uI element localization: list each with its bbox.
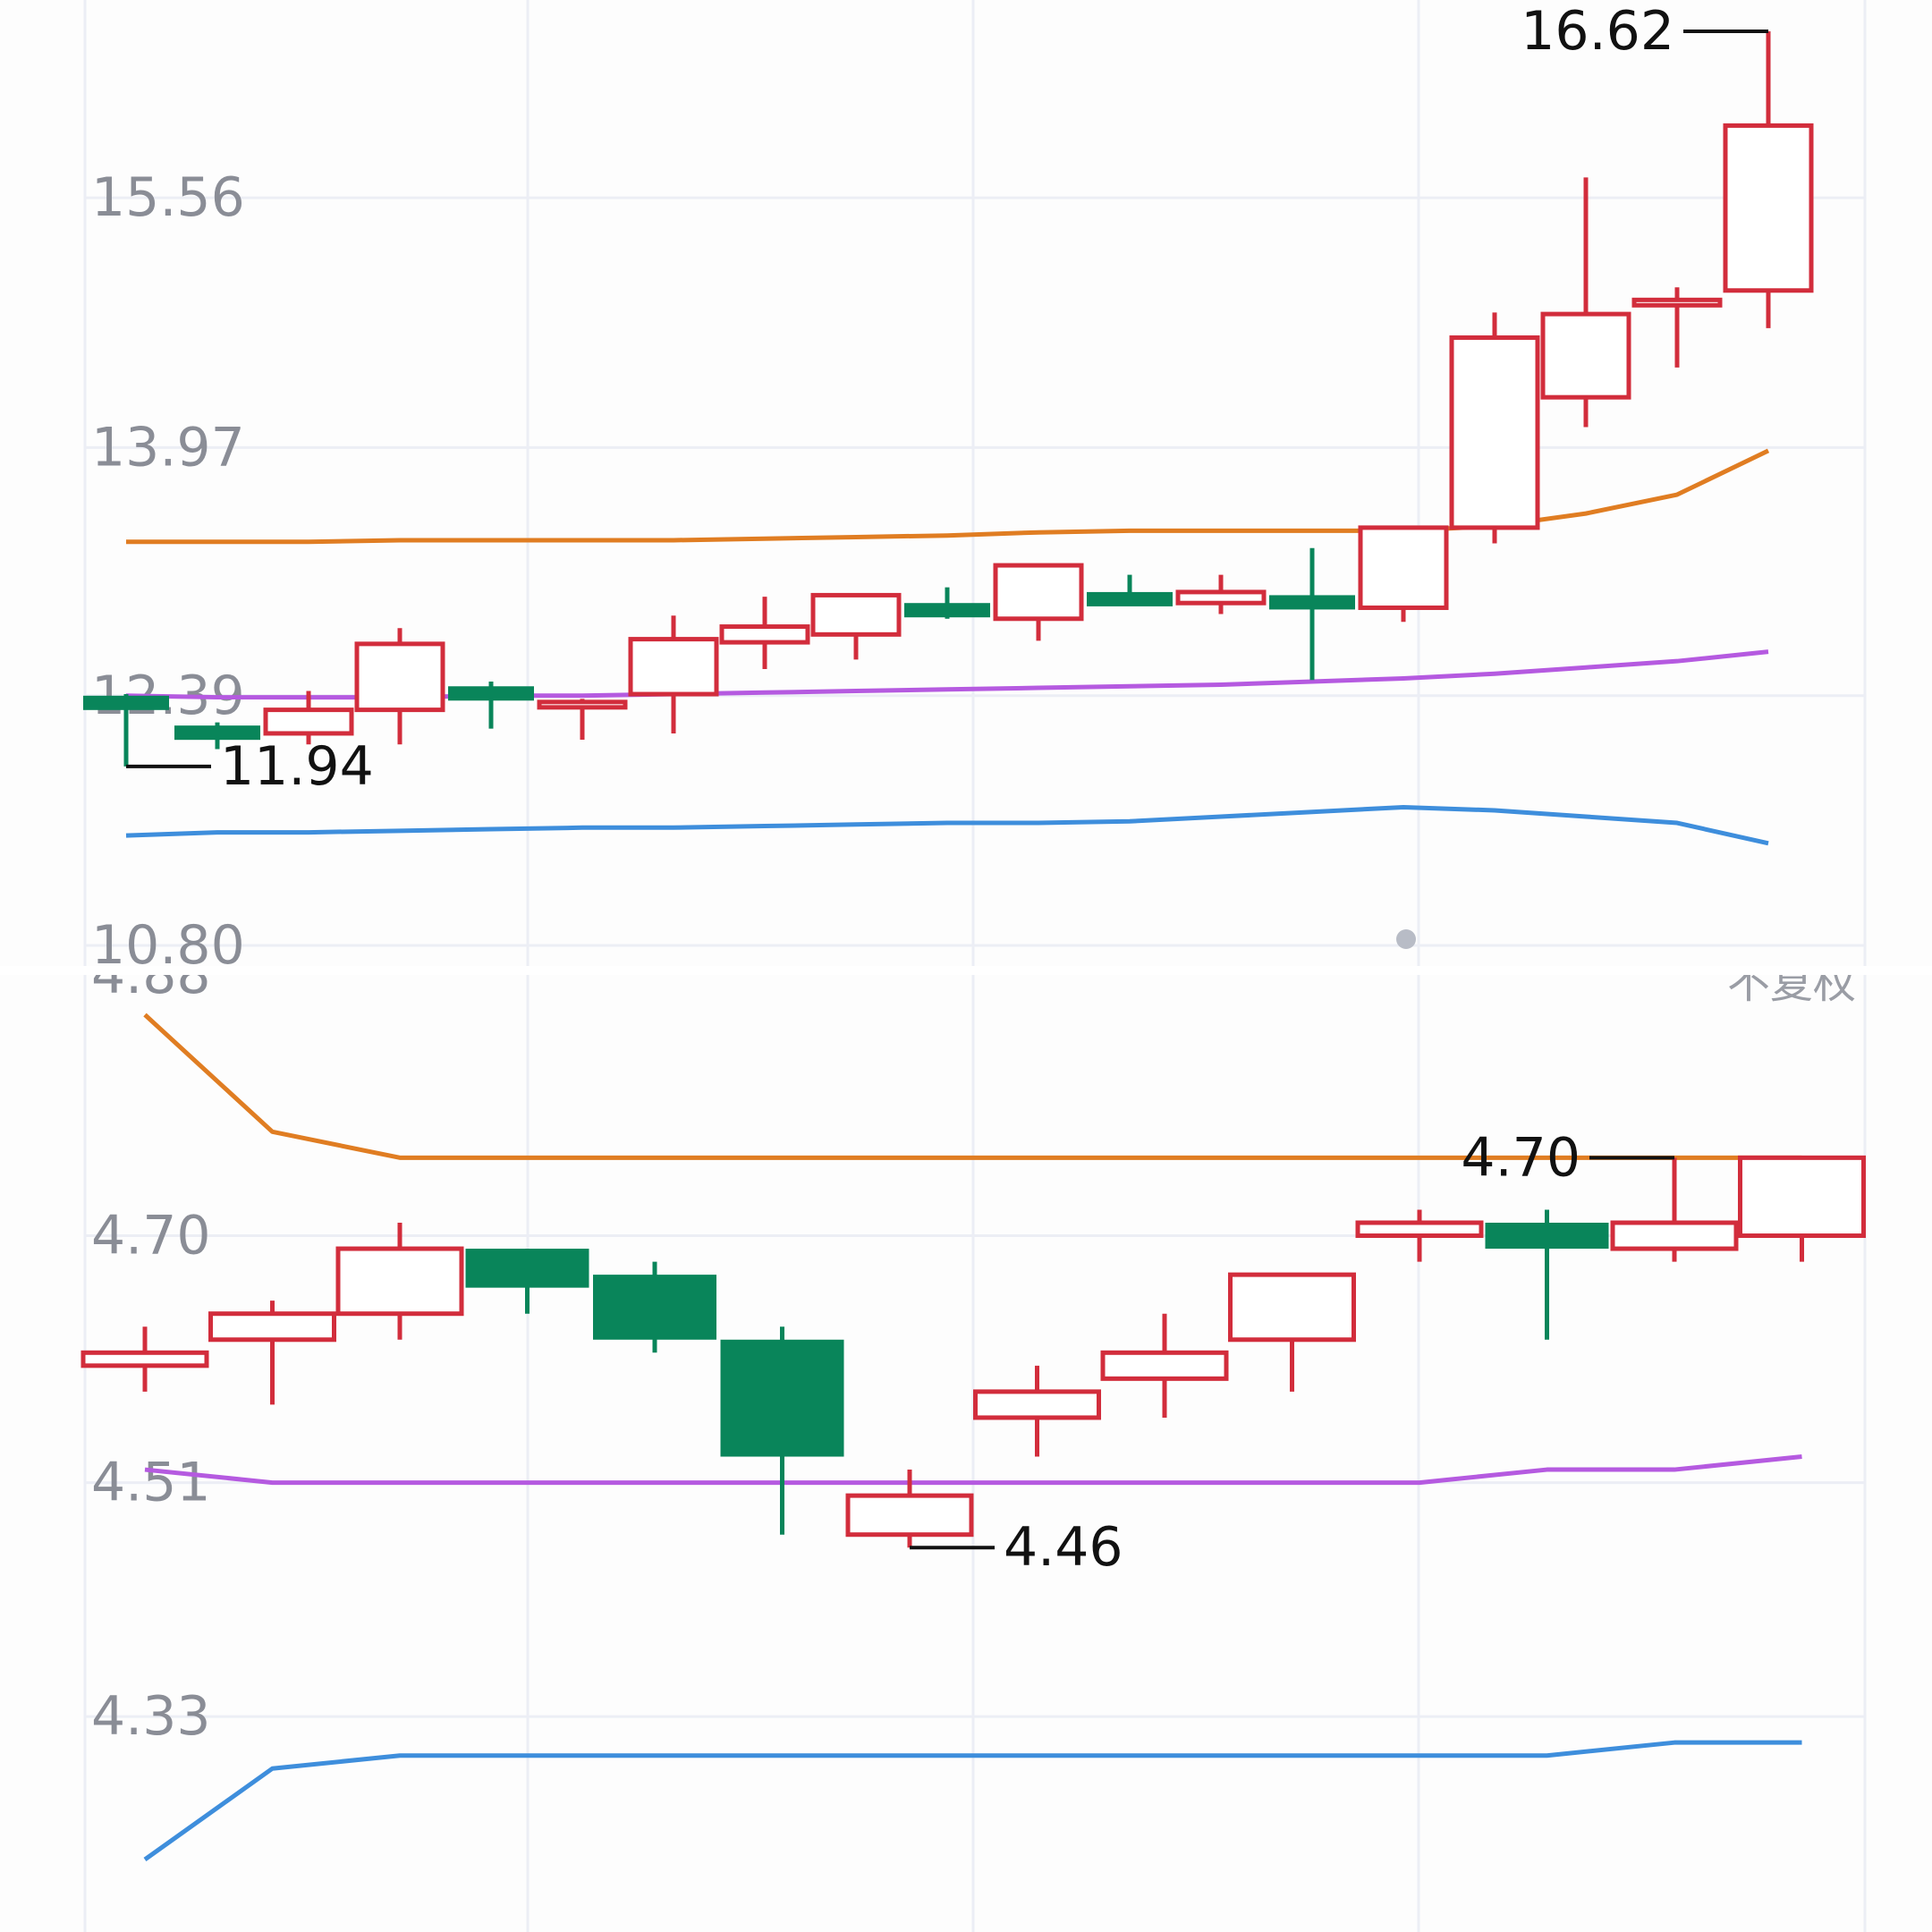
- y-tick-label: 4.51: [91, 1452, 211, 1514]
- candle[interactable]: [1175, 574, 1267, 614]
- candle[interactable]: [1100, 1313, 1229, 1418]
- candle-body-down: [465, 1249, 589, 1288]
- candle-body-up: [1228, 1272, 1356, 1343]
- candle-body-up: [537, 699, 628, 710]
- candle[interactable]: [80, 1326, 209, 1392]
- ma-line-purple: [144, 1454, 1802, 1486]
- candle[interactable]: [537, 699, 628, 740]
- candle-body-down: [720, 1339, 844, 1457]
- candle[interactable]: [810, 592, 902, 660]
- candle[interactable]: [845, 1470, 974, 1548]
- candle[interactable]: [1738, 1155, 1866, 1262]
- y-tick-label: 4.33: [91, 1685, 211, 1748]
- candle-body-up: [335, 1246, 464, 1317]
- candle-body-up: [1723, 123, 1814, 293]
- y-tick-label: 10.80: [91, 914, 245, 966]
- candle[interactable]: [1355, 1209, 1484, 1262]
- chart-divider: [0, 966, 1932, 975]
- y-tick-label: 13.97: [91, 416, 245, 479]
- candle-body-down: [1485, 1223, 1609, 1250]
- candle-body-up: [80, 1350, 209, 1368]
- candle[interactable]: [904, 587, 990, 619]
- candle-body-up: [263, 708, 354, 736]
- candle[interactable]: [720, 1326, 844, 1535]
- candle[interactable]: [465, 1249, 589, 1314]
- candle-body-up: [1100, 1350, 1229, 1381]
- candle-body-down: [593, 1275, 716, 1340]
- candle-body-down: [174, 725, 260, 741]
- candle-body-up: [810, 592, 902, 637]
- candle-body-up: [1355, 1220, 1484, 1239]
- ma-line-blue: [125, 804, 1769, 846]
- candle-body-up: [1175, 589, 1267, 606]
- candle[interactable]: [1485, 1209, 1609, 1340]
- max-price-label: 4.70: [1461, 1126, 1580, 1189]
- candle[interactable]: [1449, 312, 1540, 544]
- candle-body-up: [208, 1311, 336, 1343]
- candle-body-up: [1610, 1220, 1739, 1251]
- candle[interactable]: [628, 615, 719, 733]
- candle-body-up: [719, 624, 810, 645]
- candle[interactable]: [354, 628, 445, 745]
- min-price-label: 4.46: [1004, 1516, 1123, 1579]
- bottom-candlestick-chart: 4.70 4.51 4.33 4.88 不复权 4.70 4.46: [0, 975, 1932, 1932]
- candle[interactable]: [593, 1261, 716, 1353]
- y-tick-label: 15.56: [91, 166, 245, 229]
- candle[interactable]: [1631, 287, 1723, 368]
- candle[interactable]: [1540, 177, 1631, 428]
- candle-body-up: [1540, 311, 1631, 400]
- candle[interactable]: [1358, 525, 1449, 623]
- candle-body-down: [83, 695, 169, 710]
- candle[interactable]: [174, 722, 260, 750]
- candle-body-up: [354, 641, 445, 713]
- max-price-label: 16.62: [1521, 0, 1674, 63]
- candle-body-up: [1358, 525, 1449, 610]
- y-tick-label: 4.70: [91, 1205, 211, 1267]
- candle-body-down: [448, 686, 534, 701]
- candle[interactable]: [263, 691, 354, 745]
- bottom-chart-canvas: 4.70 4.51 4.33 4.88 不复权 4.70 4.46: [80, 975, 1867, 1932]
- candle-body-up: [1738, 1155, 1866, 1239]
- candle[interactable]: [1723, 31, 1814, 328]
- candle-body-up: [973, 1389, 1101, 1420]
- candle[interactable]: [448, 682, 534, 729]
- min-price-label: 11.94: [220, 735, 374, 798]
- candle[interactable]: [973, 1365, 1101, 1457]
- drag-handle-dot[interactable]: [1396, 929, 1416, 949]
- candle-body-up: [1631, 297, 1723, 308]
- price-adjust-label[interactable]: 不复权: [1727, 975, 1856, 1008]
- candle-body-up: [845, 1493, 974, 1538]
- candle[interactable]: [1228, 1272, 1356, 1392]
- candle-body-up: [1449, 335, 1540, 530]
- candle[interactable]: [719, 597, 810, 669]
- candle[interactable]: [993, 563, 1084, 641]
- candle[interactable]: [1087, 574, 1173, 606]
- candle[interactable]: [208, 1301, 336, 1405]
- candle-body-up: [628, 637, 719, 697]
- candle-body-down: [904, 603, 990, 618]
- candle[interactable]: [1610, 1157, 1739, 1262]
- candle-body-down: [1087, 591, 1173, 606]
- y-tick-label-cut: 4.88: [91, 975, 211, 1006]
- ma-line-orange: [143, 1013, 1802, 1160]
- candle-body-up: [993, 563, 1084, 622]
- ma-line-blue: [143, 1740, 1802, 1861]
- candle[interactable]: [335, 1223, 464, 1340]
- candle[interactable]: [83, 694, 169, 767]
- candle[interactable]: [1269, 547, 1355, 681]
- candle-body-down: [1269, 595, 1355, 610]
